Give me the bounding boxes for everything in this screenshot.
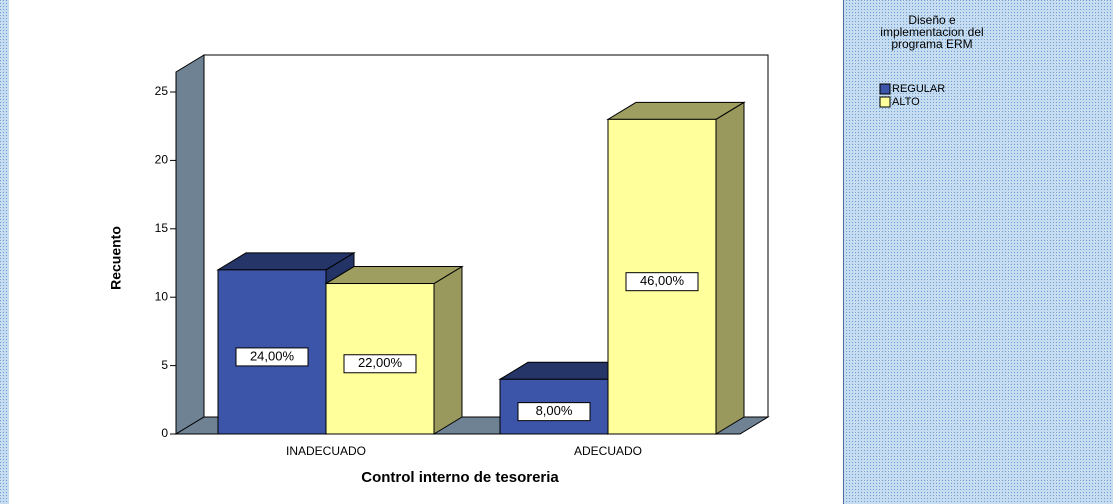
value-label-box bbox=[235, 347, 309, 367]
y-axis-title: Recuento bbox=[108, 226, 124, 290]
left-border bbox=[0, 0, 9, 504]
y-tick-label: 0 bbox=[161, 426, 168, 440]
legend-panel bbox=[843, 0, 1113, 504]
value-label-box bbox=[343, 354, 417, 374]
y-tick-label: 15 bbox=[155, 221, 169, 235]
legend-swatch bbox=[879, 96, 891, 108]
y-tick-label: 10 bbox=[155, 289, 169, 303]
y-tick-label: 25 bbox=[155, 84, 169, 98]
bar-side bbox=[433, 265, 463, 435]
legend-title: Diseño e implementacion del programa ERM bbox=[880, 13, 984, 51]
legend-panel-edge bbox=[843, 0, 844, 504]
value-label-box bbox=[625, 272, 699, 292]
legend-label: ALTO bbox=[892, 96, 920, 108]
legend-label: REGULAR bbox=[892, 83, 945, 95]
y-tick-label: 20 bbox=[155, 153, 169, 167]
legend-swatch bbox=[879, 83, 891, 95]
y-tick-label: 5 bbox=[161, 358, 168, 372]
bar-side bbox=[715, 101, 745, 435]
value-label: 24,00% bbox=[250, 348, 295, 363]
value-label: 46,00% bbox=[640, 273, 685, 288]
x-tick-label: INADECUADO bbox=[286, 444, 366, 458]
value-label: 22,00% bbox=[358, 355, 403, 370]
x-tick-label: ADECUADO bbox=[574, 444, 642, 458]
x-axis-title: Control interno de tesoreria bbox=[361, 469, 559, 486]
value-label: 8,00% bbox=[536, 403, 573, 418]
value-label-box bbox=[517, 402, 591, 422]
left-wall bbox=[175, 54, 205, 435]
